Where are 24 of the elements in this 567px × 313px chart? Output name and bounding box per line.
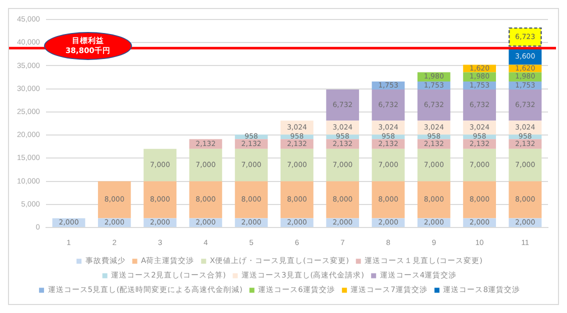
bar: [463, 148, 496, 182]
bar: [372, 181, 405, 218]
bar: [508, 181, 542, 218]
bar: [326, 148, 360, 182]
bar: [326, 90, 360, 121]
bar: [463, 90, 496, 121]
bar: [508, 148, 542, 182]
bar: [417, 148, 450, 182]
bar: [189, 148, 222, 182]
bar: [372, 148, 405, 182]
bar: [234, 148, 268, 182]
bar: [280, 181, 314, 218]
bar: [372, 90, 405, 121]
bar: [189, 181, 222, 218]
bar: [144, 148, 176, 182]
bar: [463, 181, 496, 218]
bar: [417, 90, 450, 121]
bar: [144, 181, 176, 218]
bar: [280, 148, 314, 182]
bar: [417, 181, 450, 218]
bar: [234, 181, 268, 218]
bar: [98, 181, 131, 218]
bar: [326, 181, 360, 218]
bar: [508, 90, 542, 121]
